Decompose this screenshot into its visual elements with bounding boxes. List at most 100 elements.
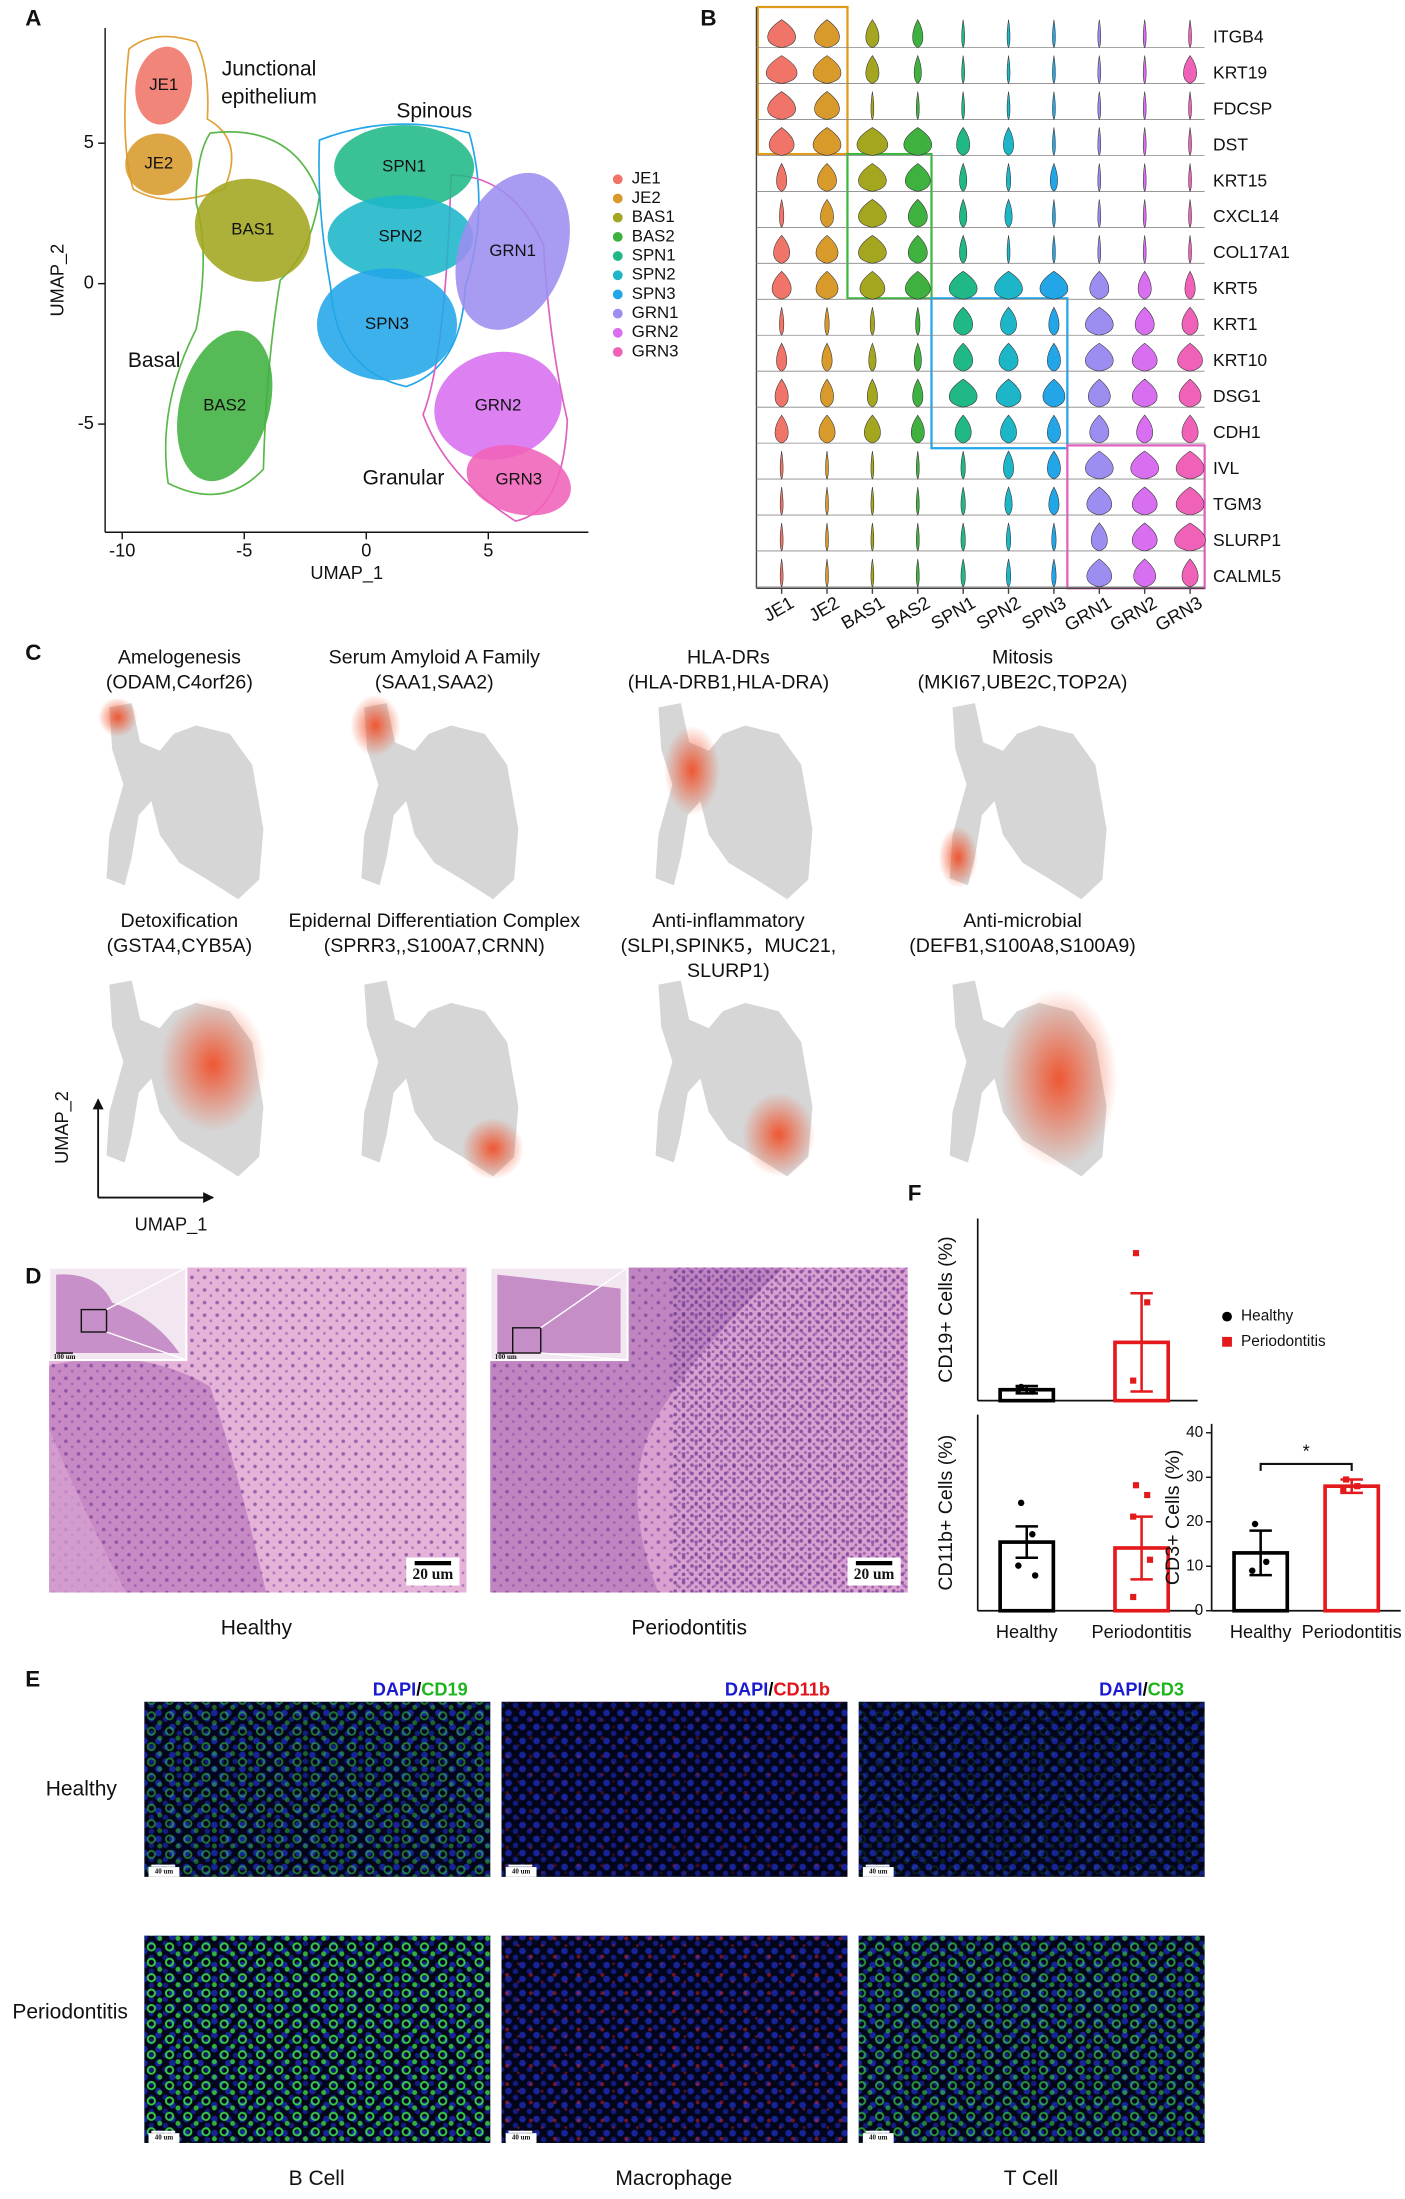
violin <box>779 522 784 552</box>
violin <box>1097 55 1102 85</box>
data-point <box>1132 1250 1140 1257</box>
stain: CD3 <box>1148 1679 1184 1699</box>
condition-label: Periodontitis <box>12 2000 128 2023</box>
scale-label: 100 um <box>495 1353 517 1361</box>
data-point <box>1031 1572 1039 1579</box>
violin <box>961 91 965 121</box>
x-tick-label: GRN2 <box>1107 593 1161 636</box>
feature-plot <box>98 697 264 900</box>
data-point <box>1263 1558 1270 1566</box>
violin <box>870 522 875 552</box>
violin <box>868 342 877 372</box>
violin <box>773 234 791 264</box>
expression-highlight <box>98 697 138 737</box>
legend-label: JE1 <box>632 169 661 188</box>
feature-plot <box>938 703 1107 900</box>
feature-genes: (MKI67,UBE2C,TOP2A) <box>918 672 1128 694</box>
violin <box>916 558 920 588</box>
violin <box>1142 55 1147 85</box>
marker-channel <box>144 1701 491 1877</box>
violin <box>1052 19 1056 49</box>
y-tick-label: 0 <box>84 272 94 292</box>
significance-bracket <box>1259 1462 1353 1471</box>
stain: DAPI <box>725 1679 768 1699</box>
violin <box>870 451 875 480</box>
scale-box <box>505 1867 537 1877</box>
zoom-line <box>540 1352 628 1361</box>
expression-highlight <box>938 826 978 889</box>
violin <box>1181 306 1199 336</box>
violin <box>959 198 968 228</box>
violin <box>1097 199 1102 228</box>
scale-label: 40 um <box>155 1868 174 1876</box>
violin <box>1049 162 1058 192</box>
data-point <box>1015 1562 1022 1569</box>
panel-label: F <box>908 1181 922 1206</box>
stain: / <box>416 1679 421 1699</box>
data-point <box>1132 1482 1140 1489</box>
violin <box>1142 163 1147 192</box>
violin <box>779 486 784 516</box>
violin <box>994 270 1023 300</box>
violin <box>1131 486 1158 516</box>
legend-label: JE2 <box>632 188 661 207</box>
violin <box>961 19 965 49</box>
violin <box>1133 558 1156 588</box>
violin <box>1006 55 1011 85</box>
gene-label: COL17A1 <box>1213 242 1290 262</box>
violin <box>1052 199 1056 228</box>
y-axis-label: CD3+ Cells (%) <box>1162 1450 1184 1586</box>
violin <box>1004 486 1013 516</box>
legend-marker <box>612 327 623 338</box>
violin <box>767 19 796 48</box>
legend-marker <box>1222 1311 1232 1322</box>
violin <box>1136 414 1154 444</box>
histology-periodontitis <box>489 1266 908 1593</box>
violin <box>870 558 875 588</box>
expression-highlight <box>462 1117 524 1180</box>
violin <box>905 270 931 300</box>
expression-highlight <box>742 1092 816 1177</box>
violin <box>1177 342 1203 372</box>
y-tick-label: 30 <box>1186 1468 1203 1485</box>
violin <box>995 378 1022 408</box>
scale-label: 40 um <box>155 2134 174 2142</box>
gene-label: ITGB4 <box>1213 26 1264 46</box>
violin <box>1134 306 1155 336</box>
region-label: Spinous <box>396 100 472 123</box>
violin <box>825 486 829 516</box>
data-point <box>1340 1487 1347 1494</box>
x-tick-label: BAS1 <box>838 593 888 634</box>
x-tick-label: GRN1 <box>1061 593 1115 636</box>
data-point <box>1144 1491 1151 1499</box>
data-point <box>1146 1556 1154 1563</box>
feature-plot <box>350 694 519 900</box>
violin <box>1003 126 1014 156</box>
violin <box>824 307 830 336</box>
legend-marker <box>612 308 623 319</box>
violin <box>1042 378 1066 408</box>
y-axis-label: CD19+ Cells (%) <box>935 1236 957 1382</box>
violin <box>779 307 785 336</box>
y-tick-label: 40 <box>1186 1424 1203 1441</box>
violin <box>916 486 920 516</box>
violin <box>1039 270 1069 300</box>
violin <box>1003 450 1014 480</box>
marker-channel <box>501 1935 848 2143</box>
violin <box>815 234 839 264</box>
gene-label: CXCL14 <box>1213 206 1279 226</box>
legend-marker <box>612 347 623 357</box>
x-tick-label: GRN3 <box>1152 593 1206 636</box>
violin <box>869 307 875 336</box>
expression-highlight <box>159 997 267 1132</box>
scale-label: 40 um <box>869 1868 888 1876</box>
error-bar <box>1130 1291 1153 1393</box>
violin <box>1142 19 1147 49</box>
scale-label: 100 um <box>54 1353 76 1361</box>
violin <box>779 199 785 228</box>
violin <box>1006 558 1012 588</box>
x-tick-label: Healthy <box>1230 1622 1293 1642</box>
